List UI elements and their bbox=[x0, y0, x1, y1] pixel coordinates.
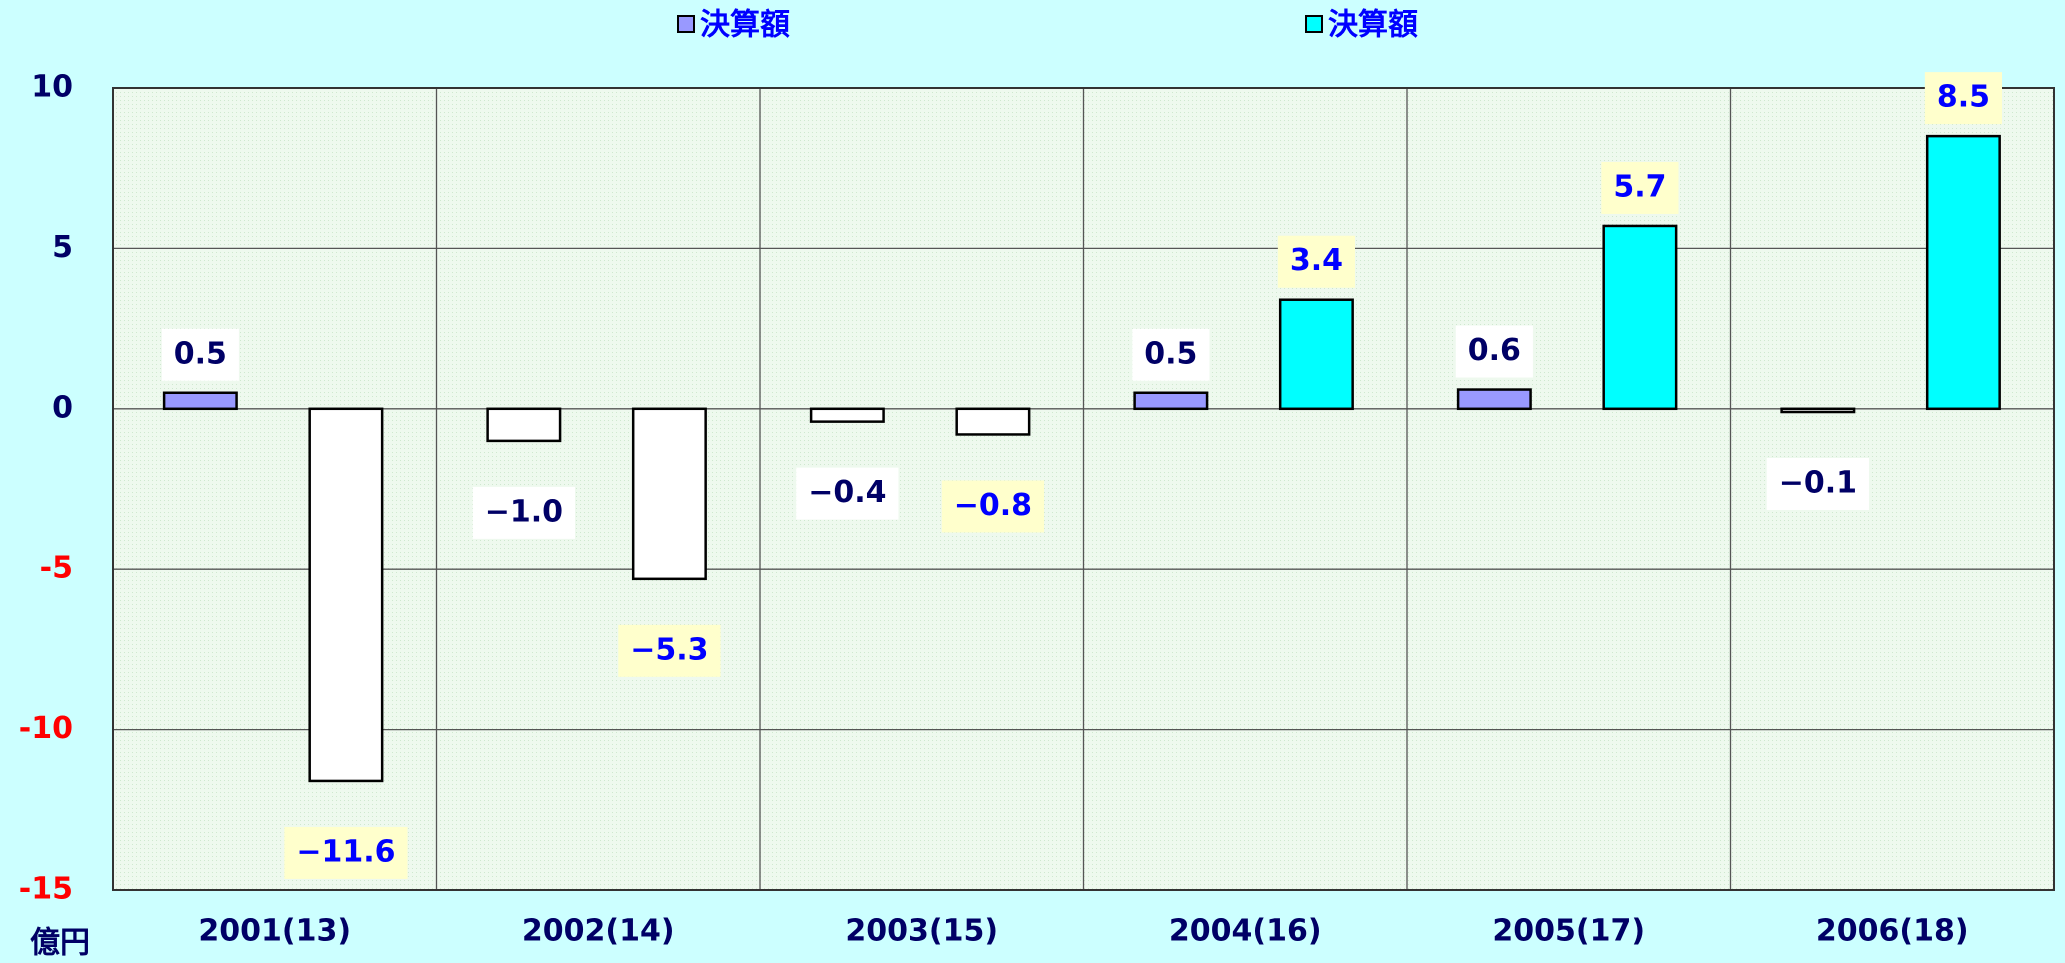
data-label-background bbox=[161, 328, 239, 381]
data-label: −0.8 bbox=[954, 488, 1032, 523]
data-label-background bbox=[472, 486, 575, 539]
x-tick-label: 2003(15) bbox=[845, 914, 998, 949]
data-label-background bbox=[1766, 458, 1869, 511]
data-label-background bbox=[796, 467, 899, 520]
x-tick-label: 2006(18) bbox=[1816, 914, 1969, 949]
data-label-background bbox=[1924, 72, 2002, 125]
bar bbox=[1133, 391, 1209, 411]
legend-label: 決算額 bbox=[1328, 8, 1418, 43]
data-label-background bbox=[618, 624, 721, 677]
y-tick-label: -15 bbox=[19, 872, 73, 907]
data-label: −11.6 bbox=[296, 834, 395, 869]
data-label: 0.5 bbox=[174, 336, 227, 371]
bar bbox=[1925, 134, 2001, 411]
data-label: −1.0 bbox=[485, 494, 563, 529]
bar bbox=[631, 407, 707, 581]
data-label: 8.5 bbox=[1937, 80, 1990, 115]
x-tick-label: 2005(17) bbox=[1492, 914, 1645, 949]
legend-swatch bbox=[677, 15, 695, 33]
legend-label: 決算額 bbox=[700, 8, 790, 43]
bar bbox=[162, 391, 238, 411]
data-label: 5.7 bbox=[1613, 169, 1666, 204]
data-label: −5.3 bbox=[630, 632, 708, 667]
data-label-background bbox=[1455, 325, 1533, 378]
data-label: −0.1 bbox=[1779, 466, 1857, 501]
x-tick-label: 2002(14) bbox=[522, 914, 675, 949]
data-label-background bbox=[1601, 161, 1679, 214]
data-label-background bbox=[284, 826, 408, 879]
data-label-background bbox=[1132, 328, 1210, 381]
plot-border bbox=[112, 87, 2055, 891]
x-tick-label: 2001(13) bbox=[198, 914, 351, 949]
y-tick-label: 0 bbox=[52, 390, 73, 425]
bar bbox=[1278, 298, 1354, 411]
data-label: 0.5 bbox=[1144, 336, 1197, 371]
y-tick-label: -5 bbox=[40, 551, 73, 586]
data-label: −0.4 bbox=[808, 475, 886, 510]
data-label: 3.4 bbox=[1290, 243, 1343, 278]
bar bbox=[1602, 224, 1678, 411]
y-tick-label: 5 bbox=[52, 230, 73, 265]
bar bbox=[1780, 407, 1856, 414]
data-label-background bbox=[941, 480, 1045, 533]
y-tick-label: -10 bbox=[19, 711, 73, 746]
data-label-background bbox=[1277, 235, 1355, 288]
x-tick-label: 2004(16) bbox=[1169, 914, 1322, 949]
bar bbox=[486, 407, 562, 443]
y-axis-label: 億円 bbox=[30, 926, 90, 961]
data-label: 0.6 bbox=[1468, 333, 1521, 368]
bar bbox=[955, 407, 1031, 436]
legend-swatch bbox=[1305, 15, 1323, 33]
bar bbox=[809, 407, 885, 423]
y-tick-label: 10 bbox=[31, 70, 73, 105]
bar bbox=[1456, 388, 1532, 411]
bar bbox=[308, 407, 384, 783]
